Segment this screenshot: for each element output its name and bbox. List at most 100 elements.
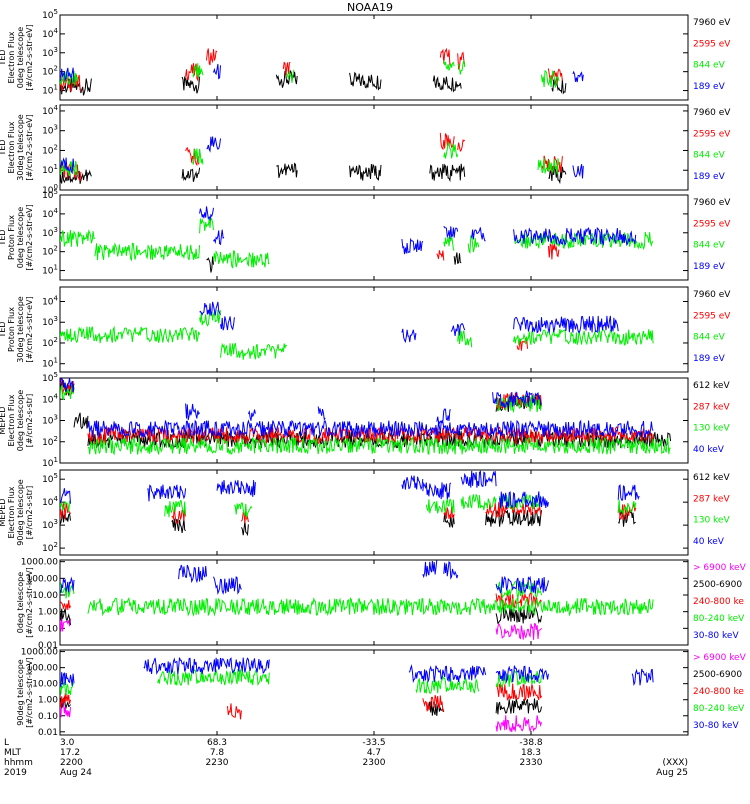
series-trace-green — [425, 498, 455, 514]
y-tick-label: 100.00 — [27, 664, 59, 674]
series-trace-black — [429, 163, 466, 183]
series-trace-blue — [422, 481, 452, 500]
y-tick-label: 102 — [42, 336, 58, 349]
panel-ted-electron-0deg: TED Electron Flux 0deg telescope [#/cm2-s-s… — [0, 14, 731, 101]
panel-frame — [59, 14, 689, 101]
series-trace-red — [457, 139, 466, 153]
y-tick-label: 105 — [42, 8, 58, 21]
series-trace-black — [275, 69, 298, 88]
series-trace-red — [422, 694, 445, 713]
series-trace-blue — [572, 164, 584, 179]
series-trace-green — [87, 436, 671, 456]
y-tick-label: 105 — [42, 188, 58, 201]
series-trace-black — [206, 256, 214, 273]
series-trace-green — [513, 328, 654, 346]
series-trace-green — [60, 681, 75, 695]
series-trace-green — [541, 70, 560, 88]
time-axis-tick-label: -33.5 — [362, 738, 385, 748]
series-trace-blue — [60, 672, 75, 688]
legend-entry: 240-800 ke — [693, 687, 744, 697]
series-trace-green — [415, 675, 480, 694]
time-axis-tick-label: Aug 25 — [656, 768, 688, 778]
legend-entry: 30-80 keV — [693, 631, 739, 641]
series-trace-green — [460, 493, 497, 511]
series-trace-blue — [185, 403, 201, 421]
series-trace-green — [443, 140, 459, 159]
series-trace-blue — [213, 229, 225, 246]
y-axis-label-line: TED — [0, 321, 7, 338]
time-axis-row-label: MLT — [4, 748, 22, 758]
time-axis-tick-label: 3.0 — [60, 738, 75, 748]
series-trace-green — [220, 342, 288, 360]
series-trace-green — [443, 60, 455, 71]
time-axis-row-label: 2019 — [4, 768, 27, 778]
series-trace-blue — [492, 390, 542, 408]
series-trace-blue — [213, 576, 242, 595]
panel-meped-electron-90deg: MEPED Electron Flux 90deg telescope [#/cm2-… — [0, 469, 730, 556]
series-trace-green — [164, 500, 187, 518]
legend-entry: 2500-6900 — [693, 670, 742, 680]
legend-entry: 844 eV — [693, 151, 726, 161]
time-axis-row-label: L — [4, 738, 9, 748]
y-axis-label-line: [#/cm2-s-str] — [25, 394, 34, 447]
series-trace-blue — [87, 419, 654, 438]
time-axis-tick-label: (XXX) — [662, 758, 688, 768]
panel-meped-proton-0deg: 0deg telescope [#/cm2-s-str-keV] > 6900 ke… — [16, 559, 747, 646]
y-axis-label: MEPED Electron Flux 0deg telescope [#/cm2-s… — [0, 390, 34, 451]
y-tick-label: 1.00 — [38, 608, 58, 618]
y-axis-label: 90deg telescope [#/cm2-s-str-keV] — [16, 657, 34, 728]
y-axis-label-line: 90deg telescope — [16, 659, 25, 726]
legend-entry: 30-80 keV — [693, 721, 739, 731]
series-trace-black — [181, 76, 201, 94]
legend-entry: 189 eV — [693, 354, 726, 364]
series-trace-green — [60, 500, 71, 512]
y-tick-label: 102 — [42, 143, 58, 156]
y-axis-label: TED Proton Flux 0deg telescope [#/cm2-s-str… — [0, 204, 34, 270]
y-axis-label-line: MEPED — [0, 499, 7, 527]
series-trace-blue — [199, 301, 221, 316]
y-tick-label: 101 — [42, 163, 58, 176]
y-axis-label-line: 0deg telescope — [16, 572, 25, 633]
legend-entry: 612 keV — [693, 473, 730, 483]
series-trace-black — [495, 698, 542, 715]
legend-entry: 7960 eV — [693, 198, 731, 208]
y-tick-label: 101 — [42, 357, 58, 370]
panel-ted-electron-30deg: TED Electron Flux 30deg telescope [#/cm2-s-… — [0, 104, 731, 191]
series-trace-black — [426, 701, 445, 716]
y-tick-label: 103 — [42, 414, 58, 427]
series-trace-green — [94, 242, 201, 262]
series-trace-blue — [513, 226, 637, 247]
legend-entry: > 6900 keV — [693, 563, 747, 573]
series-trace-green — [617, 499, 637, 515]
series-trace-red — [436, 250, 445, 261]
series-trace-black — [349, 71, 382, 91]
y-tick-label: 100 — [42, 183, 58, 196]
panel-ted-proton-0deg: TED Proton Flux 0deg telescope [#/cm2-s-str… — [0, 194, 731, 281]
series-trace-red — [60, 74, 82, 92]
series-trace-black — [60, 168, 92, 184]
series-trace-green — [467, 235, 480, 254]
y-tick-label: 102 — [42, 541, 58, 554]
series-trace-blue — [199, 206, 214, 222]
y-tick-label: 1.00 — [38, 696, 58, 706]
y-axis-label-line: 90deg telescope — [16, 479, 25, 546]
series-trace-red — [496, 683, 542, 702]
legend-entry: 80-240 keV — [693, 614, 745, 624]
legend-entry: 189 eV — [693, 172, 726, 182]
y-tick-label: 101 — [42, 264, 58, 277]
series-trace-green — [443, 235, 455, 251]
y-axis-label-line: TED — [0, 229, 7, 246]
time-axis-tick-label: 18.3 — [521, 748, 541, 758]
y-axis-label-line: Proton Flux — [7, 215, 16, 260]
legend-entry: 2595 eV — [693, 39, 731, 49]
series-trace-red — [206, 48, 218, 66]
y-tick-label: 101 — [42, 456, 58, 469]
y-axis-label-line: [#/cm2-s-str-eV] — [25, 296, 34, 362]
series-trace-black — [551, 78, 567, 95]
series-trace-black — [432, 75, 462, 93]
y-axis-label-line: [#/cm2-s-str-eV] — [25, 24, 34, 90]
series-trace-blue — [60, 157, 75, 175]
series-trace-black — [349, 163, 382, 181]
legend-entry: 287 keV — [693, 402, 730, 412]
series-trace-black — [617, 509, 636, 527]
